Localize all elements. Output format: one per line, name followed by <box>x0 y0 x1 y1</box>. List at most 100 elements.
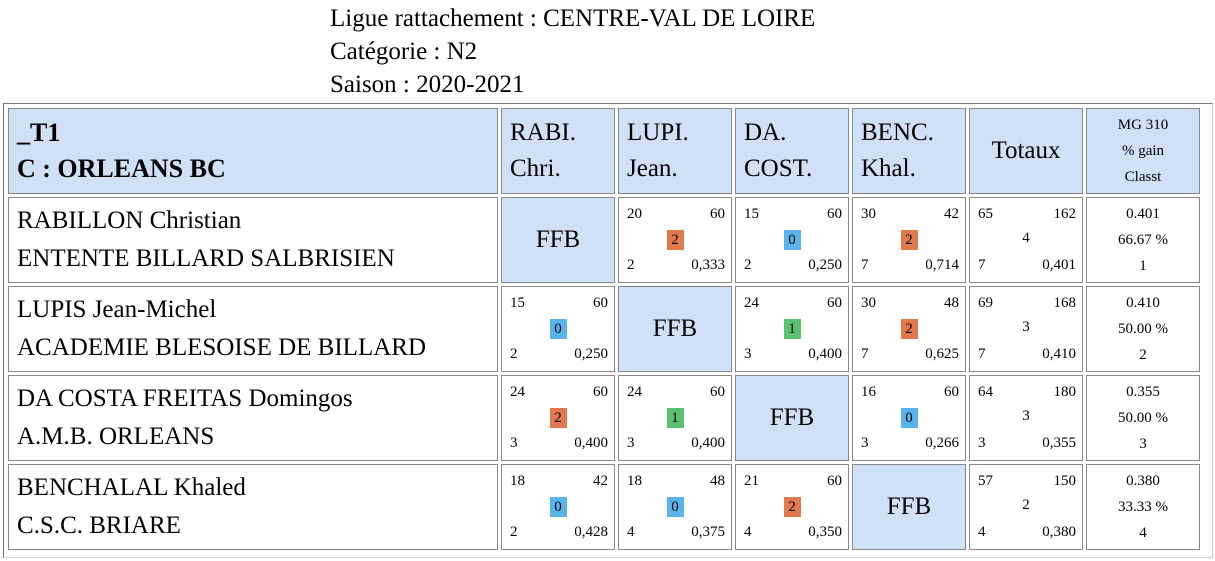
match-points: 18 <box>510 473 525 489</box>
match-score-badge: 1 <box>666 408 684 428</box>
table-row: DA COSTA FREITAS Domingos A.M.B. ORLEANS 2… <box>8 375 1200 461</box>
mg-header-line2: % gain <box>1121 143 1165 159</box>
match-cell: 30 42 2 7 0,714 <box>852 197 966 283</box>
match-points: 30 <box>861 295 876 311</box>
match-average: 0,250 <box>574 346 608 362</box>
total-average: 0,401 <box>1042 257 1076 273</box>
match-cell: 20 60 2 2 0,333 <box>618 197 732 283</box>
totals-cell: 65 162 4 7 0,401 <box>969 197 1083 283</box>
match-points: 15 <box>510 295 525 311</box>
col-header-line1: RABI. <box>510 119 576 146</box>
match-distance: 48 <box>710 473 725 489</box>
match-reprises: 2 <box>510 524 518 540</box>
match-average: 0,625 <box>925 346 959 362</box>
total-score: 3 <box>1022 319 1030 335</box>
player-cell: LUPIS Jean-Michel ACADEMIE BLESOISE DE BI… <box>8 286 498 372</box>
total-score: 2 <box>1022 497 1030 513</box>
match-points: 16 <box>861 384 876 400</box>
totals-cell: 69 168 3 7 0,410 <box>969 286 1083 372</box>
mg-cell: 0.410 50.00 % 2 <box>1086 286 1200 372</box>
team-club: C : ORLEANS BC <box>17 154 226 183</box>
match-points: 20 <box>627 206 642 222</box>
team-code: _T1 <box>17 118 61 147</box>
match-cell: 24 60 1 3 0,400 <box>618 375 732 461</box>
match-reprises: 7 <box>861 346 869 362</box>
mg-rank: 1 <box>1139 258 1147 274</box>
totals-cell: 64 180 3 3 0,355 <box>969 375 1083 461</box>
match-points: 18 <box>627 473 642 489</box>
mg-header-line1: MG 310 <box>1117 117 1169 133</box>
match-score-badge: 2 <box>900 319 918 339</box>
page-header: Ligue rattachement : CENTRE-VAL DE LOIRE… <box>330 2 815 101</box>
mg-average: 0.410 <box>1126 295 1160 311</box>
match-score-badge: 2 <box>900 230 918 250</box>
table-row: LUPIS Jean-Michel ACADEMIE BLESOISE DE BI… <box>8 286 1200 372</box>
player-name: RABILLON Christian <box>17 207 242 234</box>
match-distance: 42 <box>593 473 608 489</box>
total-distance: 150 <box>1053 473 1077 489</box>
player-name: BENCHALAL Khaled <box>17 474 246 501</box>
match-distance: 60 <box>593 295 608 311</box>
mg-average: 0.401 <box>1126 206 1160 222</box>
match-distance: 48 <box>944 295 959 311</box>
ffb-cell: FFB <box>852 464 966 550</box>
match-score-badge: 0 <box>666 497 684 517</box>
totals-header: Totaux <box>969 108 1083 194</box>
match-average: 0,714 <box>925 257 959 273</box>
player-cell: RABILLON Christian ENTENTE BILLARD SALBRI… <box>8 197 498 283</box>
match-score-badge: 0 <box>783 230 801 250</box>
match-reprises: 2 <box>510 346 518 362</box>
match-reprises: 2 <box>744 257 752 273</box>
total-score: 4 <box>1022 230 1030 246</box>
match-average: 0,428 <box>574 524 608 540</box>
mg-cell: 0.355 50.00 % 3 <box>1086 375 1200 461</box>
match-reprises: 7 <box>861 257 869 273</box>
mg-average: 0.355 <box>1126 384 1160 400</box>
total-points: 65 <box>978 206 993 222</box>
match-reprises: 2 <box>627 257 635 273</box>
match-score-badge: 2 <box>549 408 567 428</box>
match-distance: 60 <box>827 206 842 222</box>
match-cell: 15 60 0 2 0,250 <box>735 197 849 283</box>
results-table: _T1 C : ORLEANS BC RABI. Chri. LUPI. Jea… <box>5 105 1203 553</box>
match-reprises: 3 <box>744 346 752 362</box>
col-header-line2: Chri. <box>510 155 561 182</box>
mg-gain-percent: 33.33 % <box>1118 499 1168 515</box>
match-average: 0,375 <box>691 524 725 540</box>
match-reprises: 4 <box>744 524 752 540</box>
player-cell: BENCHALAL Khaled C.S.C. BRIARE <box>8 464 498 550</box>
match-score-badge: 2 <box>666 230 684 250</box>
match-cell: 30 48 2 7 0,625 <box>852 286 966 372</box>
match-score-badge: 0 <box>549 497 567 517</box>
col-header-line2: COST. <box>744 155 813 182</box>
match-distance: 60 <box>827 295 842 311</box>
match-cell: 18 48 0 4 0,375 <box>618 464 732 550</box>
total-reprises: 3 <box>978 435 986 451</box>
player-name: DA COSTA FREITAS Domingos <box>17 385 353 412</box>
player-club: C.S.C. BRIARE <box>17 512 181 539</box>
ffb-cell: FFB <box>618 286 732 372</box>
match-distance: 60 <box>593 384 608 400</box>
col-header: DA. COST. <box>735 108 849 194</box>
match-distance: 60 <box>944 384 959 400</box>
ligue-line: Ligue rattachement : CENTRE-VAL DE LOIRE <box>330 5 816 32</box>
col-header-line1: LUPI. <box>627 119 689 146</box>
match-average: 0,400 <box>808 346 842 362</box>
match-score-badge: 0 <box>549 319 567 339</box>
match-cell: 15 60 0 2 0,250 <box>501 286 615 372</box>
col-header-line2: Jean. <box>627 155 678 182</box>
mg-cell: 0.380 33.33 % 4 <box>1086 464 1200 550</box>
mg-rank: 4 <box>1139 525 1147 541</box>
match-cell: 21 60 2 4 0,350 <box>735 464 849 550</box>
match-points: 24 <box>744 295 759 311</box>
match-score-badge: 0 <box>900 408 918 428</box>
total-points: 64 <box>978 384 993 400</box>
col-header: BENC. Khal. <box>852 108 966 194</box>
match-distance: 60 <box>710 384 725 400</box>
match-distance: 60 <box>827 473 842 489</box>
match-reprises: 3 <box>627 435 635 451</box>
table-row: RABILLON Christian ENTENTE BILLARD SALBRI… <box>8 197 1200 283</box>
total-reprises: 7 <box>978 257 986 273</box>
mg-header: MG 310 % gain Classt <box>1086 108 1200 194</box>
saison-line: Saison : 2020-2021 <box>330 71 525 98</box>
